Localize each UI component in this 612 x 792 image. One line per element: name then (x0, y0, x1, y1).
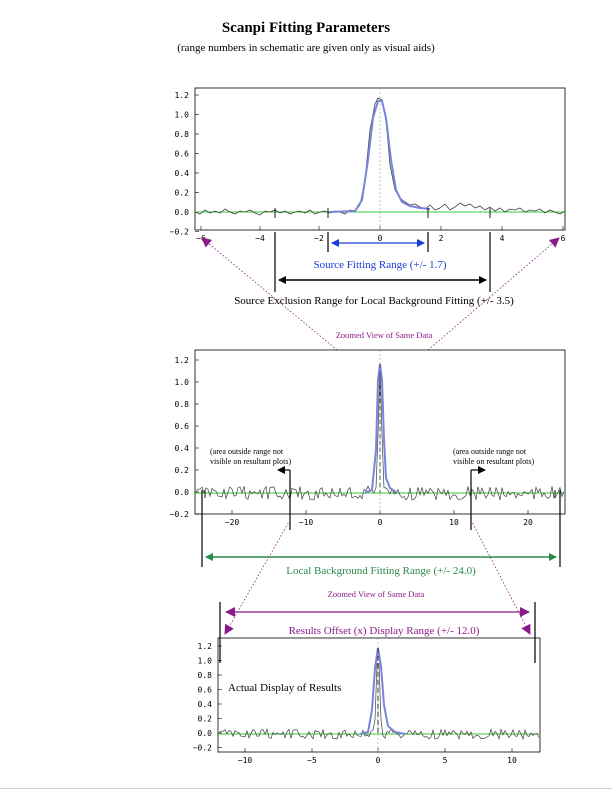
plot1-y-tick-label: 1.0 (175, 111, 190, 120)
page-subtitle: (range numbers in schematic are given on… (177, 42, 435, 54)
plot1-x-tick-label: 6 (561, 234, 566, 243)
plot-3-fit-line (359, 647, 406, 735)
plot-3-y-ticks: 1.2 1.0 0.8 0.6 0.4 0.2 0.0 −0.2 (193, 642, 222, 753)
results-offset-range-label: Results Offset (x) Display Range (+/- 12… (289, 625, 480, 637)
plot2-x-tick-label: 20 (523, 518, 533, 527)
plot-2-background-view: 1.2 1.0 0.8 0.6 0.4 0.2 0.0 −0.2 −20 −10 0 10 20 (a… (170, 349, 566, 527)
plot-1-fit-line (329, 100, 431, 213)
plot-3-inside-label: Actual Display of Results (228, 682, 341, 694)
zoom-line-1-left (201, 237, 338, 351)
plot3-y-tick-label: 0.6 (198, 686, 213, 695)
plot-2-fit-line (364, 363, 397, 494)
plot-1-y-ticks: 1.2 1.0 0.8 0.6 0.4 0.2 0.0 −0.2 (170, 91, 199, 237)
local-background-range-label: Local Background Fitting Range (+/- 24.0… (286, 565, 476, 577)
zoom-label-2: Zoomed View of Same Data (328, 589, 425, 599)
plot1-x-tick-label: −4 (255, 234, 265, 243)
plot3-x-tick-label: 0 (376, 756, 381, 765)
plot2-y-tick-label: 1.2 (175, 356, 190, 365)
plot2-y-tick-label: 0.2 (175, 466, 190, 475)
plot3-x-tick-label: −5 (307, 756, 317, 765)
plot-2-left-note-line-2: visible on resultant plots) (210, 457, 291, 466)
plot1-x-tick-label: −6 (196, 234, 206, 243)
plot3-y-tick-label: 0.2 (198, 715, 213, 724)
plot1-y-tick-label: 0.8 (175, 130, 190, 139)
plot2-y-tick-label: 0.0 (175, 488, 190, 497)
plot1-y-tick-label: 1.2 (175, 91, 190, 100)
plot-2-right-note-line-2: visible on resultant plots) (453, 457, 534, 466)
plot-1-data-line (194, 97, 566, 216)
plot3-y-tick-label: −0.2 (193, 744, 212, 753)
plot3-y-tick-label: 0.8 (198, 671, 213, 680)
plot1-y-tick-label: 0.0 (175, 208, 190, 217)
zoom-line-2-right (470, 519, 531, 635)
plot2-x-tick-label: 10 (449, 518, 459, 527)
zoom-line-2-left (224, 519, 291, 635)
plot2-y-tick-label: 0.8 (175, 400, 190, 409)
plot1-x-tick-label: −2 (314, 234, 324, 243)
plot-2-right-note-line-1: (area outside range not (453, 447, 527, 456)
plot1-y-tick-label: 0.2 (175, 189, 190, 198)
page-bottom-rule (0, 788, 612, 789)
plot3-y-tick-label: 0.4 (198, 700, 213, 709)
plot-1-range-markers (274, 208, 491, 218)
plot2-x-tick-label: 0 (378, 518, 383, 527)
plot2-x-tick-label: −20 (225, 518, 240, 527)
plot-3-x-ticks: −10 −5 0 5 10 (238, 748, 517, 765)
plot2-y-tick-label: 0.4 (175, 444, 190, 453)
plot3-x-tick-label: −10 (238, 756, 253, 765)
plot3-x-tick-label: 5 (443, 756, 448, 765)
plot1-x-tick-label: 0 (378, 234, 383, 243)
plot-1-source-view: 1.2 1.0 0.8 0.6 0.4 0.2 0.0 −0.2 −6 −4 −2 0 2 4 6 (170, 87, 566, 243)
source-exclusion-range-label: Source Exclusion Range for Local Backgro… (234, 295, 514, 307)
plot-2-left-note-line-1: (area outside range not (210, 447, 284, 456)
plot-3-results-view: 1.2 1.0 0.8 0.6 0.4 0.2 0.0 −0.2 −10 −5 0 5 10 Actu… (193, 637, 541, 765)
plot2-y-tick-label: 0.6 (175, 422, 190, 431)
plot1-y-tick-label: −0.2 (170, 228, 189, 237)
plot3-x-tick-label: 10 (507, 756, 517, 765)
plot3-y-tick-label: 1.2 (198, 642, 213, 651)
plot-1-x-ticks: −6 −4 −2 0 2 4 6 (196, 226, 566, 243)
plot-2-x-ticks: −20 −10 0 10 20 (225, 510, 533, 527)
plot-2-y-ticks: 1.2 1.0 0.8 0.6 0.4 0.2 0.0 −0.2 (170, 356, 199, 519)
plot2-x-tick-label: −10 (299, 518, 314, 527)
plot-3-frame (217, 637, 541, 753)
page-title: Scanpi Fitting Parameters (221, 20, 391, 36)
source-fitting-range-label: Source Fitting Range (+/- 1.7) (314, 259, 447, 271)
plot1-y-tick-label: 0.6 (175, 150, 190, 159)
plot2-y-tick-label: −0.2 (170, 510, 189, 519)
plot1-x-tick-label: 4 (500, 234, 505, 243)
plot1-x-tick-label: 2 (439, 234, 444, 243)
plot-3-data-line (218, 663, 540, 741)
plot2-y-tick-label: 1.0 (175, 378, 190, 387)
plot1-y-tick-label: 0.4 (175, 169, 190, 178)
zoom-line-1-right (427, 237, 560, 351)
plot3-y-tick-label: 0.0 (198, 729, 213, 738)
plot3-y-tick-label: 1.0 (198, 657, 213, 666)
zoom-label-1: Zoomed View of Same Data (336, 330, 433, 340)
